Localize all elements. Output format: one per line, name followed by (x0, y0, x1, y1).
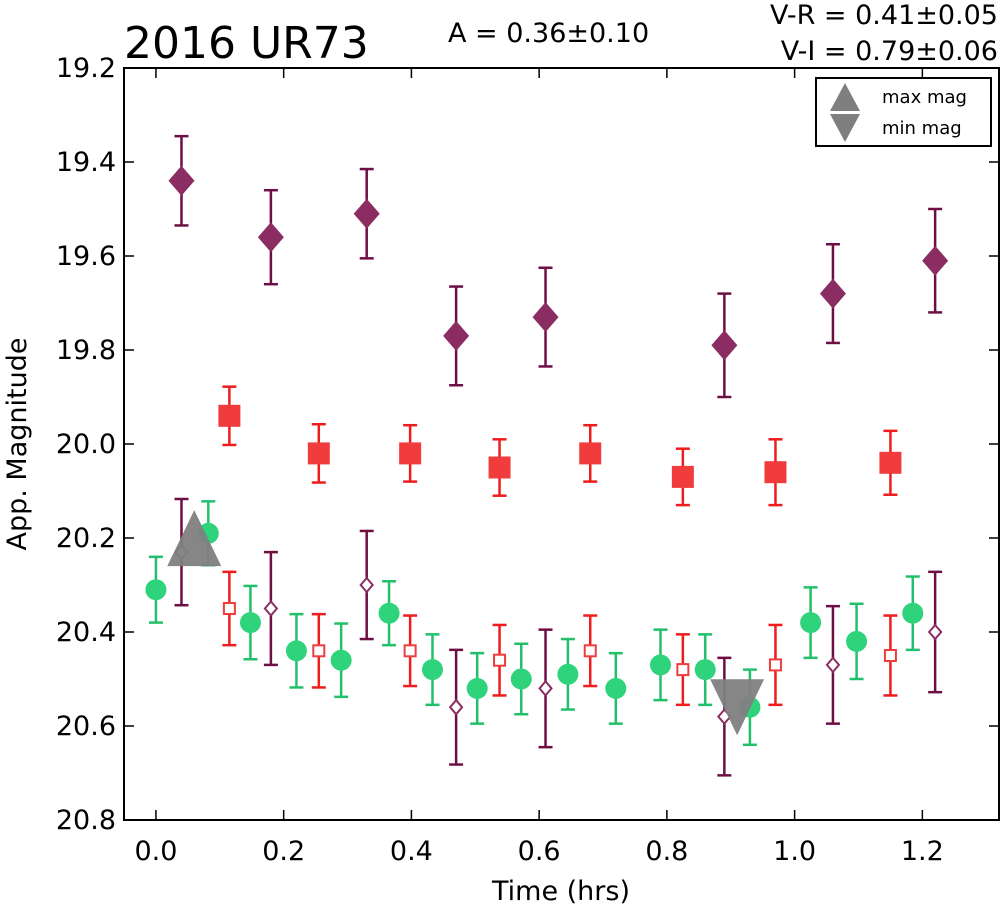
y-tick-label: 19.4 (56, 147, 116, 178)
data-point-square-open (403, 644, 417, 658)
y-axis-label: App. Magnitude (2, 338, 33, 551)
data-point-circle (330, 649, 352, 671)
data-point-circle (557, 663, 579, 685)
y-tick-label: 19.2 (56, 53, 116, 84)
data-point-circle (694, 659, 716, 681)
data-point-diamond (819, 278, 846, 309)
data-point-circle (378, 602, 400, 624)
data-point-diamond-open (825, 656, 841, 674)
data-point-square (671, 465, 694, 488)
color-index-vi: V-I = 0.79±0.06 (781, 36, 998, 67)
x-tick-label: 1.0 (773, 836, 816, 867)
y-tick-label: 20.8 (56, 805, 116, 836)
data-point-circle (145, 579, 167, 601)
x-tick-label: 0.2 (262, 836, 305, 867)
series-diamond-open (174, 497, 943, 777)
legend-min-mag-icon (830, 114, 860, 142)
x-tick-label: 0.6 (518, 836, 561, 867)
axis-ticks (124, 67, 999, 821)
data-point-circle (605, 677, 627, 699)
chart-title: 2016 UR73 (124, 18, 369, 69)
max-mag-marker (167, 510, 222, 567)
legend: max mag min mag (815, 77, 992, 147)
data-point-square (307, 442, 330, 465)
data-point-circle (649, 654, 671, 676)
data-point-diamond-open (538, 679, 553, 697)
x-tick-label: 0.4 (390, 836, 433, 867)
x-tick-label: 1.2 (901, 836, 944, 867)
y-tick-label: 20.2 (56, 523, 116, 554)
series-square-filled (218, 385, 902, 507)
legend-max-mag-icon (830, 83, 860, 111)
data-point-circle (466, 677, 488, 699)
data-point-diamond (711, 330, 738, 361)
series-diamond-filled (168, 134, 949, 399)
data-point-diamond (532, 302, 559, 333)
y-tick-label: 20.6 (56, 711, 116, 742)
series-square-open (222, 570, 898, 707)
data-point-square-open (583, 644, 597, 658)
data-point-diamond-open (263, 599, 279, 618)
x-axis-label: Time (hrs) (491, 876, 630, 904)
plot-frame (123, 67, 1000, 821)
y-tick-label: 20.4 (56, 617, 116, 648)
data-point-circle (902, 602, 924, 624)
data-point-square (879, 451, 902, 474)
y-tick-label: 19.8 (56, 335, 116, 366)
y-tick-labels: 19.2 19.4 19.6 19.8 20.0 20.2 20.4 20.6 20.8 (56, 53, 116, 836)
extrema-markers (167, 510, 765, 736)
y-tick-label: 20.0 (56, 429, 116, 460)
data-point-square-open (883, 649, 897, 662)
data-point-circle (421, 659, 443, 681)
data-point-square-open (768, 658, 782, 672)
min-mag-marker (710, 679, 765, 736)
data-point-circle (800, 612, 822, 634)
x-tick-label: 0.8 (645, 836, 688, 867)
legend-max-mag-label: max mag (882, 87, 967, 108)
data-point-diamond (353, 198, 380, 229)
y-tick-label: 19.6 (56, 241, 116, 272)
data-point-circle (239, 612, 261, 634)
data-point-circle (510, 668, 532, 690)
data-point-diamond-open (359, 576, 375, 594)
data-point-circle (285, 640, 307, 662)
amplitude-label: A = 0.36±0.10 (448, 18, 649, 49)
data-point-diamond (443, 320, 470, 351)
series-circle-filled (145, 500, 924, 747)
data-point-square-open (493, 653, 507, 667)
data-point-diamond-open (927, 623, 943, 641)
data-point-diamond (168, 165, 195, 196)
data-point-circle (846, 630, 868, 652)
legend-min-mag-label: min mag (882, 118, 962, 139)
data-point-diamond (922, 245, 949, 276)
data-point-square (764, 461, 787, 484)
data-point-square (218, 404, 241, 427)
color-index-vr: V-R = 0.41±0.05 (770, 0, 998, 31)
data-point-square (399, 442, 422, 465)
data-point-square (488, 456, 511, 479)
data-point-square-open (676, 663, 690, 677)
data-point-square (579, 442, 602, 465)
data-point-diamond (257, 222, 284, 253)
x-tick-label: 0.0 (134, 836, 177, 867)
data-point-square-open (312, 644, 326, 658)
data-series (145, 134, 949, 777)
data-point-diamond-open (448, 698, 464, 716)
data-point-square-open (222, 602, 236, 615)
x-tick-labels: 0.0 0.2 0.4 0.6 0.8 1.0 1.2 (134, 836, 943, 867)
